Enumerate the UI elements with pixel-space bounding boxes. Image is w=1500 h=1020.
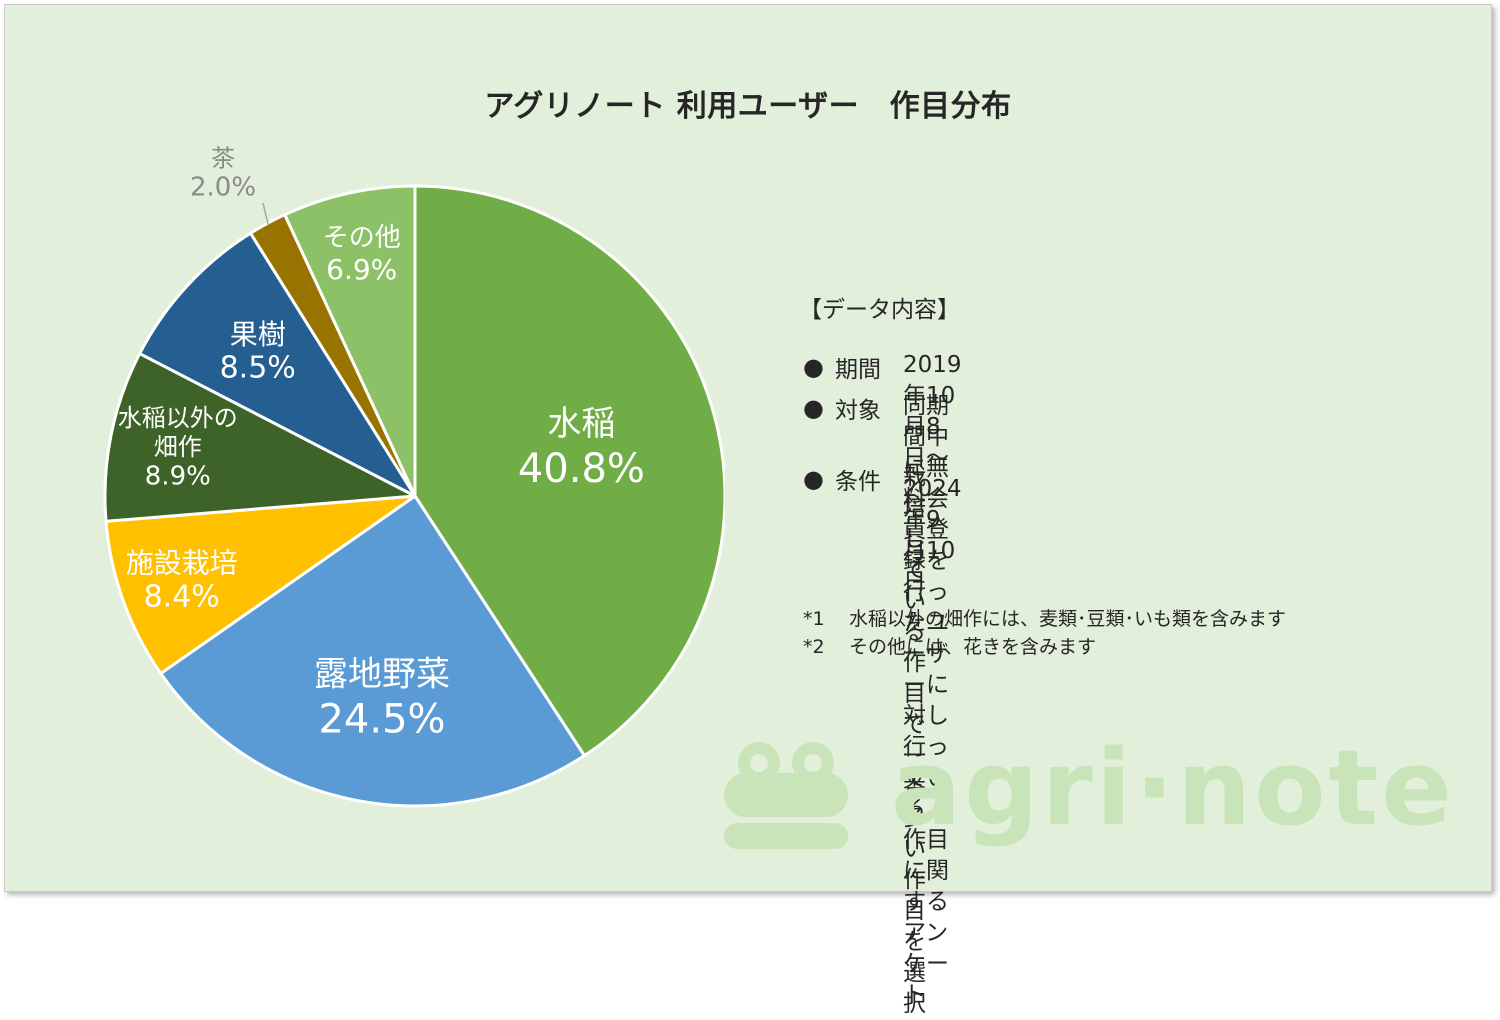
- footnote-text: 水稲以外の畑作には、麦類･豆類･いも類を含みます: [849, 608, 1287, 630]
- slice-value-label: 2.0%: [190, 173, 256, 203]
- slice-value-label: 6.9%: [326, 253, 397, 286]
- info-target-text: 同期間中に無料会員登録を行ったユーザーに 対し行っている、作目に関するアンケート: [903, 393, 949, 1008]
- slice-name-label: 茶: [211, 144, 235, 172]
- bullet-icon: ●: [803, 394, 824, 422]
- slice-value-label: 40.8%: [518, 446, 645, 492]
- slice-name-label: 水稲: [547, 404, 615, 444]
- slice-name-label: 露地野菜: [314, 655, 450, 695]
- footnote: *1 水稲以外の畑作には、麦類･豆類･いも類を含みます: [803, 605, 1286, 633]
- footnote-mark: *2: [803, 636, 825, 658]
- info-period-label: 期間: [835, 357, 881, 383]
- leader-line: [262, 202, 270, 226]
- pie-slice: [283, 184, 417, 498]
- slice-name-label: 施設栽培: [126, 547, 238, 580]
- bullet-icon: ●: [803, 353, 824, 381]
- slice-value-label: 8.9%: [145, 461, 211, 491]
- slice-name-label: 水稲以外の: [118, 404, 238, 432]
- pie-slice: [103, 352, 417, 523]
- bullet-icon: ●: [803, 465, 824, 493]
- watermark-text: agri·note: [891, 727, 1455, 849]
- data-description-heading: 【データ内容】: [799, 297, 960, 323]
- frog-logo-icon: [724, 742, 848, 849]
- footnotes: *1 水稲以外の畑作には、麦類･豆類･いも類を含みます *2 その他には、花きを…: [803, 605, 1286, 661]
- pie-slice: [138, 231, 417, 498]
- footnote-mark: *1: [803, 608, 825, 630]
- pie-slice: [104, 494, 417, 675]
- footnote-text: その他には、花きを含みます: [849, 636, 1097, 658]
- chart-panel: アグリノート 利用ユーザー 作目分布 水稲 40.8% 露地野菜 24.5% 施設栽培 8…: [4, 4, 1492, 1017]
- slice-value-label: 8.4%: [144, 579, 220, 614]
- slice-value-label: 8.5%: [220, 350, 296, 385]
- info-target-label: 対象: [835, 398, 881, 424]
- slice-name-label: その他: [323, 223, 401, 253]
- info-period-text: 2019年10月8日～2024年9月10日: [903, 352, 962, 595]
- pie-slice: [159, 494, 586, 808]
- slice-name-label: 畑作: [154, 433, 202, 461]
- agri-note-watermark: agri·note: [721, 727, 1452, 869]
- footnote: *2 その他には、花きを含みます: [803, 633, 1286, 661]
- chart-title: アグリノート 利用ユーザー 作目分布: [484, 89, 1012, 124]
- info-condition-label: 条件: [835, 469, 881, 495]
- slice-value-label: 24.5%: [318, 696, 445, 742]
- slice-name-label: 果樹: [230, 318, 286, 351]
